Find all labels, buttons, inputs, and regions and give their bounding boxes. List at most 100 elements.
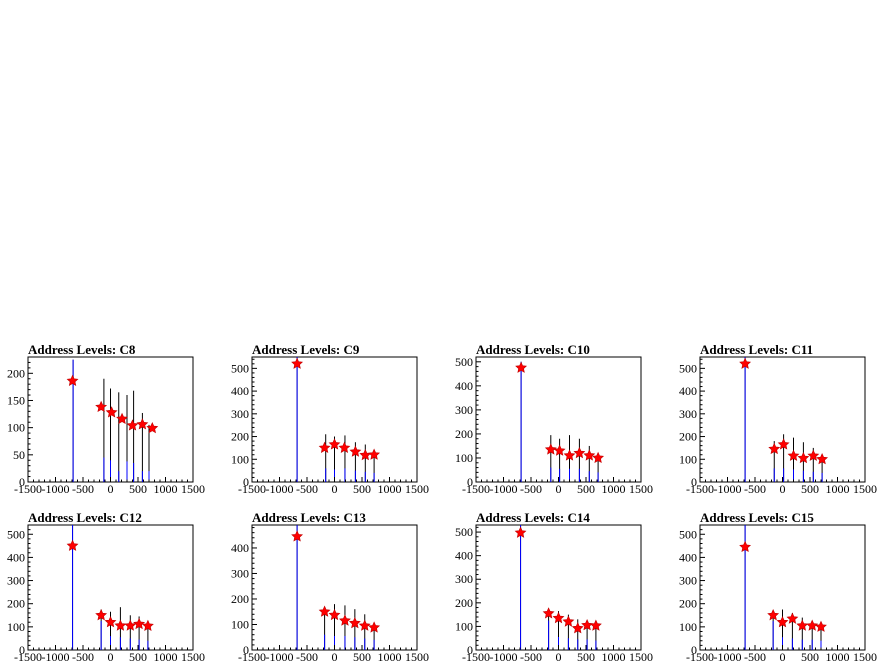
y-tick-label: 200 bbox=[7, 597, 25, 611]
y-tick-label: 0 bbox=[243, 643, 249, 657]
peak-marker-6 bbox=[816, 453, 829, 465]
panel-title: Address Levels: C15 bbox=[700, 510, 814, 525]
x-tick-label: 1000 bbox=[154, 482, 178, 496]
x-tick-label: -1500 bbox=[238, 482, 266, 496]
x-tick-label: 0 bbox=[556, 650, 562, 664]
x-tick-label: -1000 bbox=[714, 482, 742, 496]
peak-marker-5 bbox=[806, 619, 819, 631]
peak-marker-4 bbox=[796, 619, 809, 631]
x-tick-label: 500 bbox=[353, 650, 371, 664]
y-tick-label: 300 bbox=[455, 403, 473, 417]
peak-marker-6 bbox=[368, 448, 381, 460]
peak-marker-6 bbox=[146, 421, 159, 434]
panel-title: Address Levels: C14 bbox=[476, 510, 590, 525]
x-tick-label: 500 bbox=[801, 482, 819, 496]
x-tick-label: -1500 bbox=[238, 650, 266, 664]
y-tick-label: 200 bbox=[231, 430, 249, 444]
y-tick-label: 200 bbox=[679, 597, 697, 611]
y-tick-label: 500 bbox=[679, 527, 697, 541]
peak-marker-5 bbox=[358, 619, 371, 631]
x-tick-label: 500 bbox=[577, 482, 595, 496]
y-tick-label: 200 bbox=[455, 427, 473, 441]
y-tick-label: 400 bbox=[679, 384, 697, 398]
peak-marker-2 bbox=[777, 438, 790, 450]
y-tick-label: 200 bbox=[7, 366, 25, 380]
x-tick-label: 1000 bbox=[826, 650, 850, 664]
y-tick-label: 0 bbox=[467, 643, 473, 657]
panel-c10: Address Levels: C10 -1500 -1000 -500 0 500 100… bbox=[455, 342, 653, 496]
panel-c14: Address Levels: C14 -1500 -1000 -500 0 500 100… bbox=[455, 510, 653, 664]
y-tick-label: 100 bbox=[7, 421, 25, 435]
y-tick-label: 300 bbox=[231, 407, 249, 421]
x-tick-label: -1000 bbox=[266, 650, 294, 664]
x-tick-label: -500 bbox=[744, 482, 766, 496]
y-tick-label: 500 bbox=[455, 525, 473, 539]
panel-title: Address Levels: C12 bbox=[28, 510, 142, 525]
x-tick-label: 1000 bbox=[602, 482, 626, 496]
x-tick-label: -500 bbox=[520, 650, 542, 664]
y-tick-label: 0 bbox=[467, 475, 473, 489]
peak-marker-1 bbox=[544, 443, 557, 455]
x-tick-label: -1500 bbox=[14, 650, 42, 664]
y-tick-label: 300 bbox=[7, 574, 25, 588]
peak-marker-1 bbox=[767, 609, 780, 621]
panel-title: Address Levels: C9 bbox=[252, 342, 360, 357]
peak-marker-3 bbox=[116, 412, 128, 425]
x-tick-label: -1000 bbox=[42, 482, 70, 496]
x-tick-label: 1500 bbox=[853, 482, 877, 496]
y-tick-label: 100 bbox=[679, 620, 697, 634]
x-tick-label: 0 bbox=[556, 482, 562, 496]
y-tick-label: 400 bbox=[7, 550, 25, 564]
x-tick-label: -1500 bbox=[14, 482, 42, 496]
x-tick-label: 0 bbox=[332, 482, 338, 496]
peak-marker-3 bbox=[787, 449, 800, 461]
y-tick-label: 400 bbox=[679, 550, 697, 564]
x-tick-label: 1500 bbox=[181, 650, 205, 664]
peak-marker-5 bbox=[136, 418, 149, 430]
x-tick-label: -500 bbox=[520, 482, 542, 496]
y-tick-label: 300 bbox=[455, 572, 473, 586]
panel-title: Address Levels: C13 bbox=[252, 510, 366, 525]
x-tick-label: 500 bbox=[129, 650, 147, 664]
y-tick-label: 0 bbox=[19, 475, 25, 489]
peak-marker-0 bbox=[291, 357, 304, 369]
peak-marker-4 bbox=[348, 616, 361, 629]
peak-marker-3 bbox=[563, 449, 576, 461]
peak-marker-3 bbox=[339, 614, 351, 626]
y-tick-label: 0 bbox=[19, 643, 25, 657]
y-tick-label: 500 bbox=[455, 355, 473, 369]
plot-frame bbox=[475, 356, 642, 483]
peak-marker-2 bbox=[104, 615, 117, 628]
y-tick-label: 100 bbox=[455, 619, 473, 633]
peak-marker-1 bbox=[318, 441, 331, 453]
peak-marker-1 bbox=[542, 607, 555, 619]
y-tick-label: 500 bbox=[7, 527, 25, 541]
x-tick-label: -1500 bbox=[686, 482, 714, 496]
y-tick-label: 0 bbox=[691, 475, 697, 489]
peak-marker-1 bbox=[95, 400, 108, 413]
x-tick-label: 1000 bbox=[602, 650, 626, 664]
x-tick-label: -1000 bbox=[266, 482, 294, 496]
peak-marker-3 bbox=[338, 441, 351, 453]
y-tick-label: 300 bbox=[231, 566, 249, 580]
x-tick-label: 1000 bbox=[826, 482, 850, 496]
y-tick-label: 50 bbox=[13, 448, 25, 462]
x-tick-label: 0 bbox=[332, 650, 338, 664]
peak-marker-6 bbox=[815, 620, 827, 632]
y-tick-label: 400 bbox=[455, 379, 473, 393]
y-tick-label: 300 bbox=[679, 407, 697, 421]
y-tick-label: 200 bbox=[231, 592, 249, 606]
peak-marker-4 bbox=[571, 622, 584, 634]
x-tick-label: 1000 bbox=[378, 482, 402, 496]
peak-marker-0 bbox=[739, 540, 752, 553]
panel-c15: Address Levels: C15 -1500 -1000 -500 0 500 100… bbox=[679, 510, 877, 664]
y-tick-label: 100 bbox=[679, 452, 697, 466]
peak-marker-4 bbox=[126, 419, 139, 431]
x-tick-label: -500 bbox=[72, 482, 94, 496]
peak-marker-1 bbox=[318, 605, 331, 617]
peak-marker-4 bbox=[349, 445, 362, 457]
panel-c13: Address Levels: C13 -1500 -1000 -500 0 500 100… bbox=[231, 510, 429, 664]
x-tick-label: -500 bbox=[296, 650, 318, 664]
peak-marker-0 bbox=[66, 374, 79, 386]
y-tick-label: 100 bbox=[7, 620, 25, 634]
